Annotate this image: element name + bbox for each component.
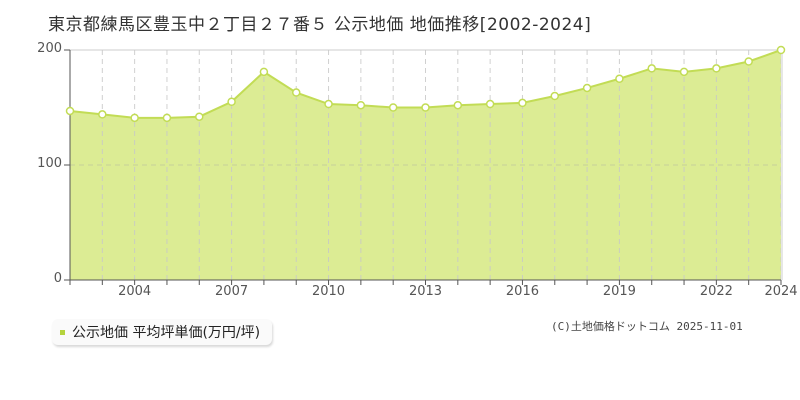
- data-point-marker: [421, 103, 430, 112]
- data-point-marker: [130, 113, 139, 123]
- legend[interactable]: 公示地価 平均坪単価(万円/坪): [52, 319, 273, 345]
- data-point-marker: [647, 64, 656, 73]
- data-point-marker: [518, 98, 527, 108]
- copyright-text: (C)土地価格ドットコム 2025-11-01: [551, 320, 743, 333]
- x-tick-label: 2010: [311, 284, 346, 299]
- x-tick-label: 2019: [602, 284, 636, 299]
- data-point-marker: [550, 91, 560, 101]
- x-tick-label: 2022: [699, 284, 733, 299]
- chart-title: 東京都練馬区豊玉中２丁目２７番５ 公示地価 地価推移[2002-2024]: [48, 15, 592, 35]
- legend-swatch-icon: [60, 329, 65, 335]
- legend-label: 公示地価 平均坪単価(万円/坪): [72, 325, 261, 341]
- data-point-marker: [356, 100, 366, 110]
- data-point-marker: [195, 112, 204, 121]
- y-tick-label: 0: [53, 271, 62, 286]
- data-point-marker: [324, 99, 333, 109]
- data-point-marker: [98, 110, 107, 119]
- x-tick-label: 2016: [505, 284, 539, 299]
- data-point-marker: [485, 99, 495, 109]
- data-point-marker: [291, 88, 301, 97]
- data-point-marker: [712, 64, 721, 73]
- data-point-marker: [679, 67, 689, 77]
- data-point-marker: [227, 97, 236, 106]
- data-point-marker: [453, 100, 463, 110]
- data-point-marker: [776, 45, 786, 55]
- data-point-marker: [259, 67, 269, 77]
- y-tick-label: 100: [37, 156, 62, 171]
- data-point-marker: [162, 113, 172, 123]
- data-point-marker: [388, 103, 398, 112]
- x-tick-label: 2013: [408, 284, 443, 299]
- area-chart: [64, 45, 786, 285]
- data-point-marker: [615, 74, 624, 83]
- data-point-marker: [582, 83, 592, 93]
- x-tick-label: 2004: [118, 284, 152, 299]
- data-point-marker: [65, 106, 75, 116]
- x-tick-label: 2007: [215, 284, 249, 299]
- y-tick-label: 200: [37, 41, 62, 56]
- x-tick-label: 2024: [764, 284, 798, 299]
- data-point-marker: [744, 57, 753, 66]
